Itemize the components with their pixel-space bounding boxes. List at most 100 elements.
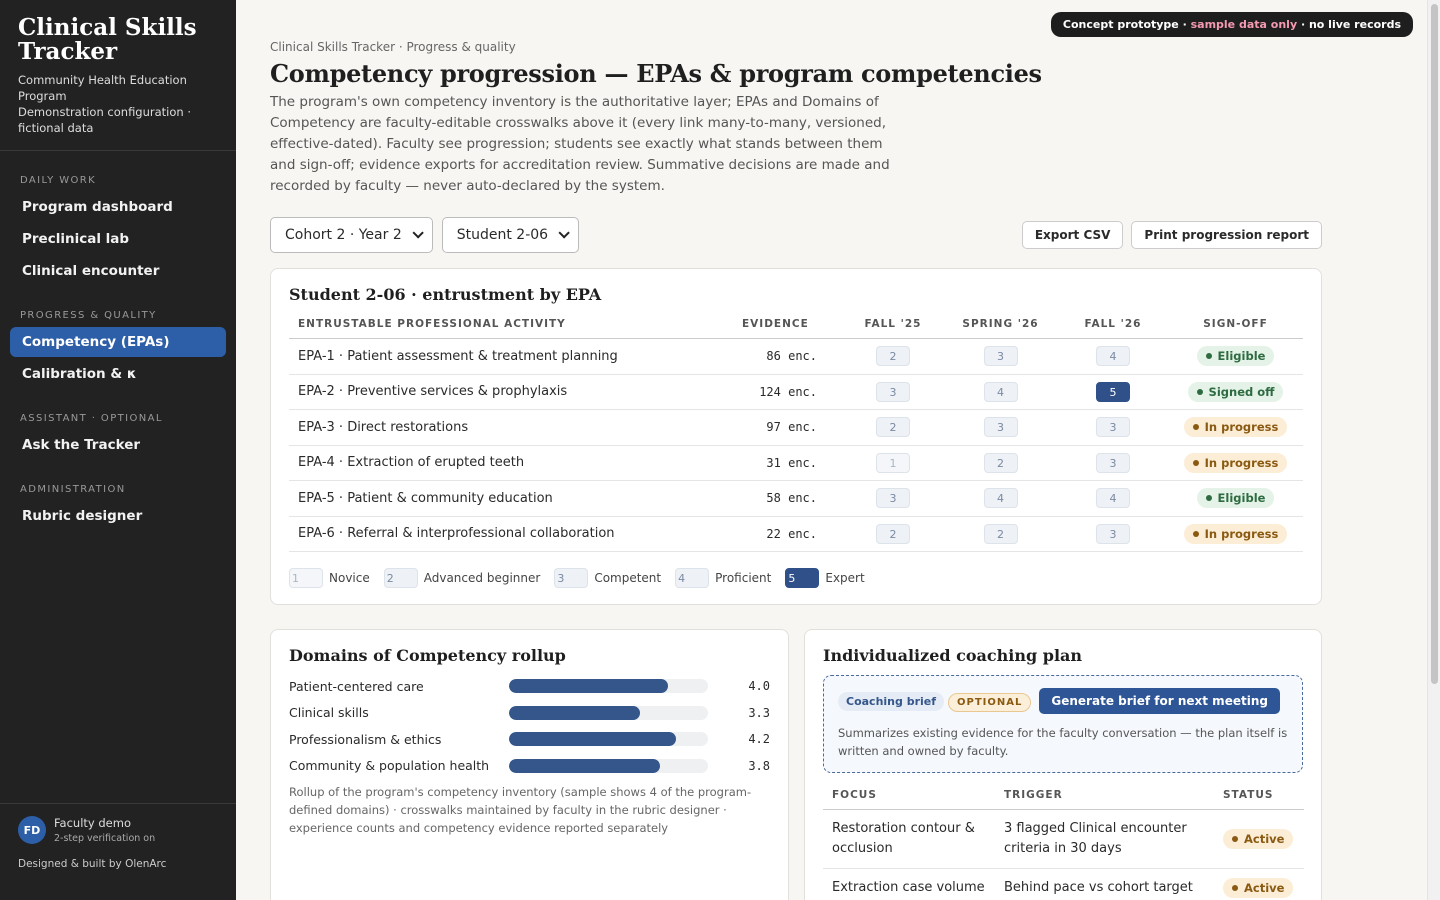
nav-item[interactable]: Calibration & κ — [22, 366, 137, 382]
legend-label: Competent — [594, 571, 662, 585]
signoff-cell: In progress — [1168, 516, 1303, 552]
epa-name: EPA-1 · Patient assessment & treatment p… — [289, 338, 733, 375]
coaching-row: Restoration contour & occlusion 3 flagged… — [823, 809, 1304, 869]
card-title: Individualized coaching plan — [823, 646, 1083, 665]
scrollbar[interactable] — [1427, 0, 1440, 900]
status-cell: Active — [1214, 809, 1304, 869]
app-title: Clinical Skills Tracker — [18, 14, 197, 65]
level-cell: 3 — [1058, 516, 1168, 552]
user[interactable]: FD Faculty demo 2-step verification on — [18, 816, 218, 844]
level-cell: 5 — [1058, 374, 1168, 410]
signoff-cell: Signed off — [1168, 374, 1303, 410]
level-cell: 4 — [1058, 480, 1168, 517]
signoff-cell: Eligible — [1168, 480, 1303, 517]
level-cell: 2 — [843, 409, 943, 446]
select[interactable]: Cohort 2 · Year 2 — [270, 217, 433, 253]
coaching-brief: Coaching brief OPTIONAL Generate brief for… — [823, 675, 1303, 773]
nav-heading: ADMINISTRATION — [20, 484, 126, 495]
banner-highlight: sample data only — [1190, 18, 1298, 31]
signoff-label: Signed off — [1208, 384, 1275, 399]
signoff-label: In progress — [1204, 455, 1279, 470]
nav-item[interactable]: Ask the Tracker — [22, 437, 141, 453]
scroll-thumb[interactable] — [1431, 4, 1438, 684]
level-badge: 4 — [983, 488, 1018, 509]
level-badge: 4 — [1096, 346, 1130, 367]
domain-value: 3.8 — [748, 758, 770, 773]
page-description: The program's own competency inventory i… — [270, 94, 890, 194]
status-cell: Active — [1214, 868, 1304, 900]
tag: Coaching brief — [838, 692, 945, 711]
level-badge: 2 — [983, 452, 1018, 473]
signoff-pill: Signed off — [1187, 381, 1284, 402]
level-cell: 4 — [1058, 338, 1168, 375]
card-title: Domains of Competency rollup — [289, 646, 566, 665]
epa-row: EPA-6 · Referral & interprofessional col… — [289, 516, 1303, 552]
status-pill: Active — [1223, 878, 1294, 898]
bar — [509, 758, 661, 773]
bar — [509, 705, 641, 720]
nav-item[interactable]: Competency (EPAs) — [10, 327, 226, 357]
legend-swatch: 5 — [785, 568, 820, 588]
level-badge: 3 — [876, 488, 910, 509]
epa-name: EPA-2 · Preventive services & prophylaxi… — [289, 374, 733, 410]
select[interactable]: Student 2-06 — [441, 217, 580, 253]
domain-value: 4.2 — [748, 732, 770, 747]
level-cell: 3 — [1058, 409, 1168, 446]
epa-row: EPA-4 · Extraction of erupted teeth 31 en… — [289, 445, 1303, 481]
column-header: FALL '26 — [1058, 318, 1168, 339]
epa-row: EPA-2 · Preventive services & prophylaxi… — [289, 374, 1303, 410]
bar-track — [509, 732, 708, 747]
header-row: FOCUS TRIGGER STATUS — [823, 789, 1304, 810]
evidence: 22 enc. — [733, 516, 843, 552]
status-dot — [1205, 495, 1212, 502]
banner-text: · no live records — [1297, 18, 1401, 31]
status-dot — [1232, 836, 1238, 842]
level-badge: 1 — [876, 452, 910, 473]
signoff-label: In progress — [1204, 526, 1279, 541]
domain-name: Community & population health — [289, 758, 490, 774]
level-badge: 3 — [1096, 523, 1130, 544]
button[interactable]: Export CSV — [1021, 221, 1124, 249]
signoff-pill: Eligible — [1196, 488, 1275, 509]
level-badge: 2 — [876, 523, 910, 544]
domain-value: 4.0 — [748, 679, 770, 694]
legend-label: Novice — [329, 571, 370, 585]
level-cell: 4 — [943, 480, 1058, 517]
signoff-pill: In progress — [1183, 523, 1288, 544]
evidence: 86 enc. — [733, 338, 843, 375]
coaching-card: Individualized coaching plan Coaching br… — [804, 629, 1322, 900]
evidence: 58 enc. — [733, 480, 843, 517]
domain-value: 3.3 — [748, 705, 770, 720]
nav-item[interactable]: Program dashboard — [22, 199, 173, 215]
toolbar: Cohort 2 · Year 2 Student 2-06 Export CSV P… — [270, 217, 1322, 253]
nav-item[interactable]: Clinical encounter — [22, 263, 160, 279]
nav-heading: ASSISTANT · OPTIONAL — [20, 413, 163, 424]
coaching-table: FOCUS TRIGGER STATUS Restoration contour & … — [823, 789, 1304, 900]
level-cell: 2 — [943, 516, 1058, 552]
domain-name: Clinical skills — [289, 705, 369, 721]
level-badge: 3 — [1096, 417, 1130, 438]
navigation: DAILY WORK Program dashboard Preclinical l… — [0, 151, 236, 531]
button[interactable]: Print progression report — [1131, 221, 1322, 249]
signoff-pill: In progress — [1183, 452, 1288, 473]
user-info: Faculty demo 2-step verification on — [54, 816, 155, 844]
legend-label: Proficient — [715, 571, 772, 585]
column-header: TRIGGER — [995, 789, 1214, 810]
column-header: ENTRUSTABLE PROFESSIONAL ACTIVITY — [289, 318, 733, 339]
level-cell: 3 — [843, 480, 943, 517]
level-badge: 2 — [983, 523, 1018, 544]
level-cell: 2 — [943, 445, 1058, 481]
nav-item[interactable]: Preclinical lab — [22, 231, 130, 247]
signoff-cell: Eligible — [1168, 338, 1303, 375]
generate-button[interactable]: Generate brief for next meeting — [1039, 688, 1280, 714]
evidence: 31 enc. — [733, 445, 843, 481]
breadcrumb: Clinical Skills Tracker · Progress & qua… — [270, 40, 516, 54]
level-cell: 3 — [943, 338, 1058, 375]
focus: Extraction case volume — [823, 868, 995, 900]
status-pill: Active — [1223, 829, 1294, 849]
nav-item[interactable]: Rubric designer — [22, 508, 143, 524]
brief-description: Summarizes existing evidence for the fac… — [838, 726, 1288, 758]
program-name: Community Health Education Program — [18, 73, 187, 103]
sidebar: Clinical Skills Tracker Community Health… — [0, 0, 236, 900]
domain-row: Clinical skills 3.3 — [289, 700, 770, 727]
